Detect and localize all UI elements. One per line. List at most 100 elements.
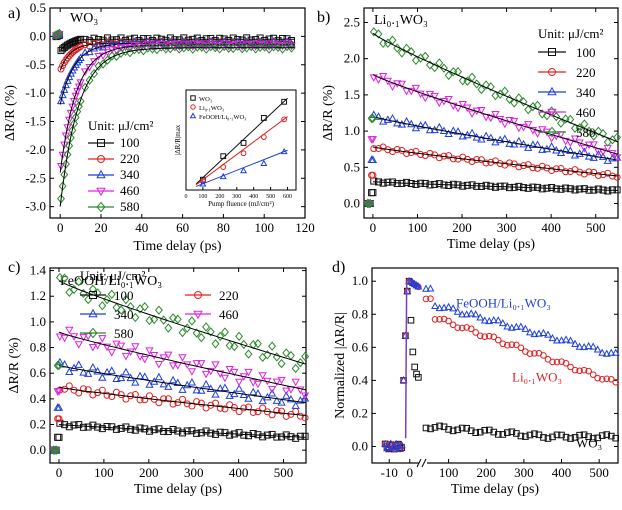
y-tick-label: 0.8 xyxy=(352,306,368,321)
panel-a-frame xyxy=(49,7,306,219)
legend-label: 460 xyxy=(576,105,596,120)
data-point xyxy=(481,426,489,434)
y-tick-label: -2.5 xyxy=(25,170,46,185)
data-point xyxy=(426,149,434,157)
data-point xyxy=(519,139,528,148)
data-point xyxy=(65,423,73,431)
data-point xyxy=(549,358,556,366)
y-tick-label: 0.4 xyxy=(352,372,369,387)
data-point xyxy=(524,105,533,115)
data-point xyxy=(197,386,206,394)
y-tick-label: 2.0 xyxy=(344,51,360,66)
data-point xyxy=(220,327,229,337)
panel-label: c) xyxy=(8,259,20,276)
y-tick-label: 0.5 xyxy=(344,159,360,174)
data-point xyxy=(458,76,467,86)
data-point xyxy=(107,289,116,299)
data-point xyxy=(529,183,537,191)
data-point xyxy=(220,383,230,391)
y-tick-label: -0.5 xyxy=(25,57,46,72)
data-point xyxy=(216,331,225,342)
data-point xyxy=(88,362,98,371)
data-point xyxy=(567,363,574,371)
data-point xyxy=(369,27,378,37)
data-point xyxy=(112,47,121,55)
data-point xyxy=(256,34,264,42)
data-point xyxy=(613,132,622,143)
data-point xyxy=(117,305,126,315)
data-point xyxy=(211,339,220,349)
data-point xyxy=(413,370,420,378)
data-point xyxy=(216,34,224,42)
data-point xyxy=(422,424,430,432)
x-tick-label: 500 xyxy=(586,220,606,235)
x-tick-label: 40 xyxy=(135,220,148,235)
data-point xyxy=(486,114,495,123)
data-point xyxy=(393,118,402,127)
data-point xyxy=(449,180,457,188)
data-point xyxy=(286,350,295,361)
fit-line xyxy=(58,331,307,391)
data-point xyxy=(561,145,570,153)
x-tick-label: 400 xyxy=(229,465,249,480)
data-point xyxy=(589,435,597,442)
data-point xyxy=(286,394,296,403)
data-point xyxy=(490,333,498,341)
data-point xyxy=(178,429,186,437)
data-point xyxy=(178,395,186,403)
data-point xyxy=(216,370,225,378)
data-point xyxy=(467,110,477,119)
data-point xyxy=(220,374,230,383)
data-point xyxy=(558,358,565,365)
data-point xyxy=(211,43,220,53)
x-tick-label: 200 xyxy=(452,220,472,235)
y-tick-label: 0.4 xyxy=(30,391,47,406)
legend-marker xyxy=(96,169,106,179)
data-point xyxy=(599,129,608,139)
data-point xyxy=(296,432,304,440)
data-point xyxy=(65,367,74,376)
data-point xyxy=(435,99,444,108)
data-point xyxy=(481,333,489,340)
data-point xyxy=(594,185,602,193)
data-point xyxy=(130,37,139,46)
data-point xyxy=(422,284,430,292)
data-point xyxy=(258,396,267,405)
y-tick-label: 1.5 xyxy=(344,87,360,102)
data-point xyxy=(94,41,103,50)
data-point xyxy=(398,146,406,154)
data-point xyxy=(216,428,224,436)
data-point xyxy=(187,368,197,376)
series-100 xyxy=(364,177,621,208)
legend-marker xyxy=(89,291,97,299)
legend-label: 220 xyxy=(219,288,239,303)
data-point xyxy=(449,155,457,163)
data-point xyxy=(427,425,434,433)
data-point xyxy=(140,302,149,312)
data-point xyxy=(515,182,523,190)
inset-legend-label: FeOOH/Li₀.₁WO₃ xyxy=(199,114,246,121)
data-point xyxy=(154,372,164,381)
y-tick-label: 0.2 xyxy=(30,417,46,432)
data-point xyxy=(430,92,439,101)
inset-x-tick-label: 0 xyxy=(185,194,188,200)
data-point xyxy=(421,94,430,103)
x-tick-label: 60 xyxy=(176,220,189,235)
data-point xyxy=(553,431,561,439)
data-point xyxy=(514,136,523,145)
x-tick-label: 400 xyxy=(552,465,572,480)
data-point xyxy=(416,121,425,129)
data-point xyxy=(458,101,467,109)
data-point xyxy=(553,336,561,344)
data-point xyxy=(524,184,532,192)
inset-x-tick-label: 100 xyxy=(198,194,207,200)
data-point xyxy=(98,301,107,311)
data-point xyxy=(449,427,457,435)
data-point xyxy=(164,323,173,333)
data-point xyxy=(235,331,244,342)
data-point xyxy=(300,393,310,402)
data-point xyxy=(56,96,66,105)
data-point xyxy=(166,34,174,42)
fit-line xyxy=(372,74,619,155)
data-point xyxy=(73,106,82,117)
